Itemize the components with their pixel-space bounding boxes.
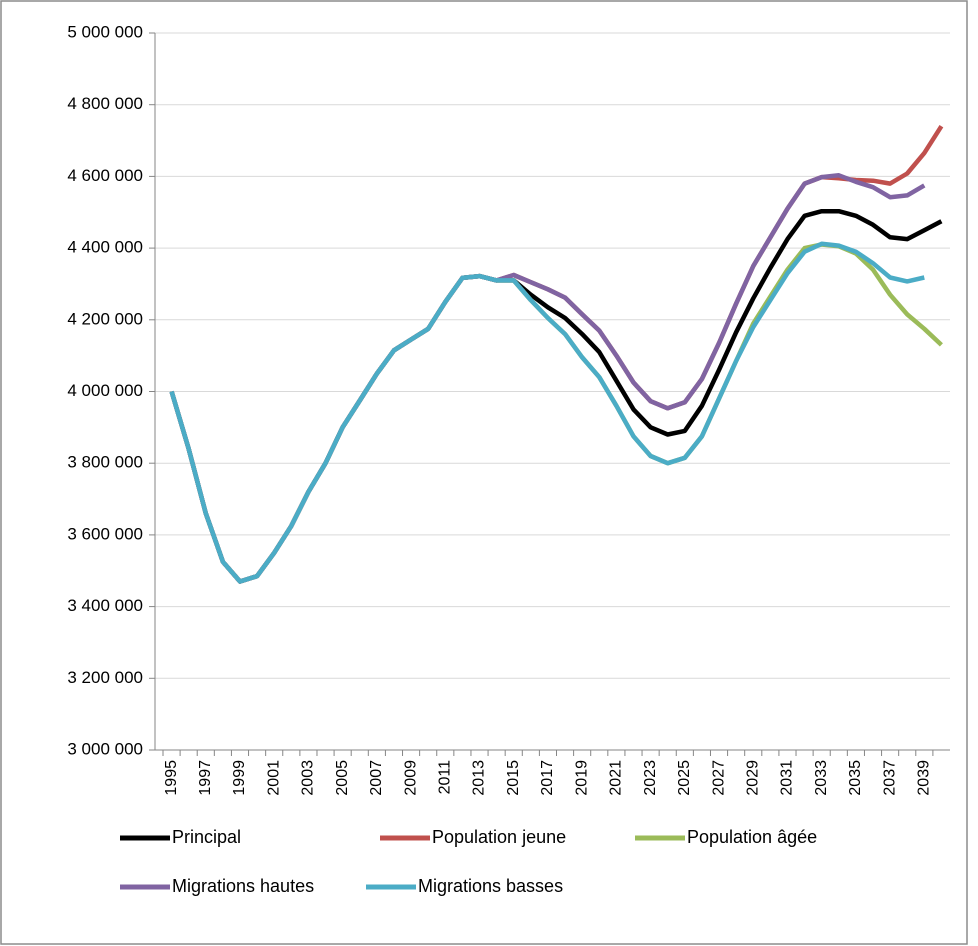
y-tick-label: 3 000 000 (67, 739, 143, 758)
x-tick-label: 2007 (368, 760, 385, 796)
x-tick-label: 2037 (881, 760, 898, 796)
x-tick-label: 2033 (813, 760, 830, 796)
y-tick-label: 4 000 000 (67, 381, 143, 400)
x-tick-label: 2005 (334, 760, 351, 796)
legend-label: Principal (172, 827, 241, 847)
x-tick-label: 2019 (573, 760, 590, 796)
x-tick-label: 2003 (300, 760, 317, 796)
legend-label: Migrations basses (418, 876, 563, 896)
x-tick-label: 1999 (231, 760, 248, 796)
x-tick-label: 2015 (505, 760, 522, 796)
y-tick-label: 3 200 000 (67, 668, 143, 687)
y-tick-label: 5 000 000 (67, 22, 143, 41)
x-tick-label: 2017 (539, 760, 556, 796)
y-tick-label: 4 400 000 (67, 238, 143, 257)
legend-label: Population âgée (687, 827, 817, 847)
x-tick-label: 2009 (402, 760, 419, 796)
y-tick-label: 4 600 000 (67, 166, 143, 185)
y-tick-label: 3 400 000 (67, 596, 143, 615)
x-tick-label: 2027 (710, 760, 727, 796)
legend-label: Migrations hautes (172, 876, 314, 896)
y-tick-label: 3 600 000 (67, 524, 143, 543)
legend-label: Population jeune (432, 827, 566, 847)
x-tick-label: 2013 (471, 760, 488, 796)
y-tick-label: 3 800 000 (67, 453, 143, 472)
series-line (169, 241, 925, 584)
x-tick-label: 2001 (265, 760, 282, 796)
x-tick-label: 2023 (642, 760, 659, 796)
x-tick-label: 2039 (916, 760, 933, 796)
y-tick-label: 4 200 000 (67, 309, 143, 328)
y-tick-label: 4 800 000 (67, 94, 143, 113)
x-tick-label: 2031 (779, 760, 796, 796)
x-tick-label: 2011 (437, 760, 454, 795)
x-tick-label: 2021 (608, 760, 625, 796)
x-tick-label: 2029 (744, 760, 761, 796)
x-tick-label: 2035 (847, 760, 864, 796)
x-tick-label: 1997 (197, 760, 214, 796)
x-tick-label: 2025 (676, 760, 693, 796)
x-tick-label: 1995 (163, 760, 180, 796)
